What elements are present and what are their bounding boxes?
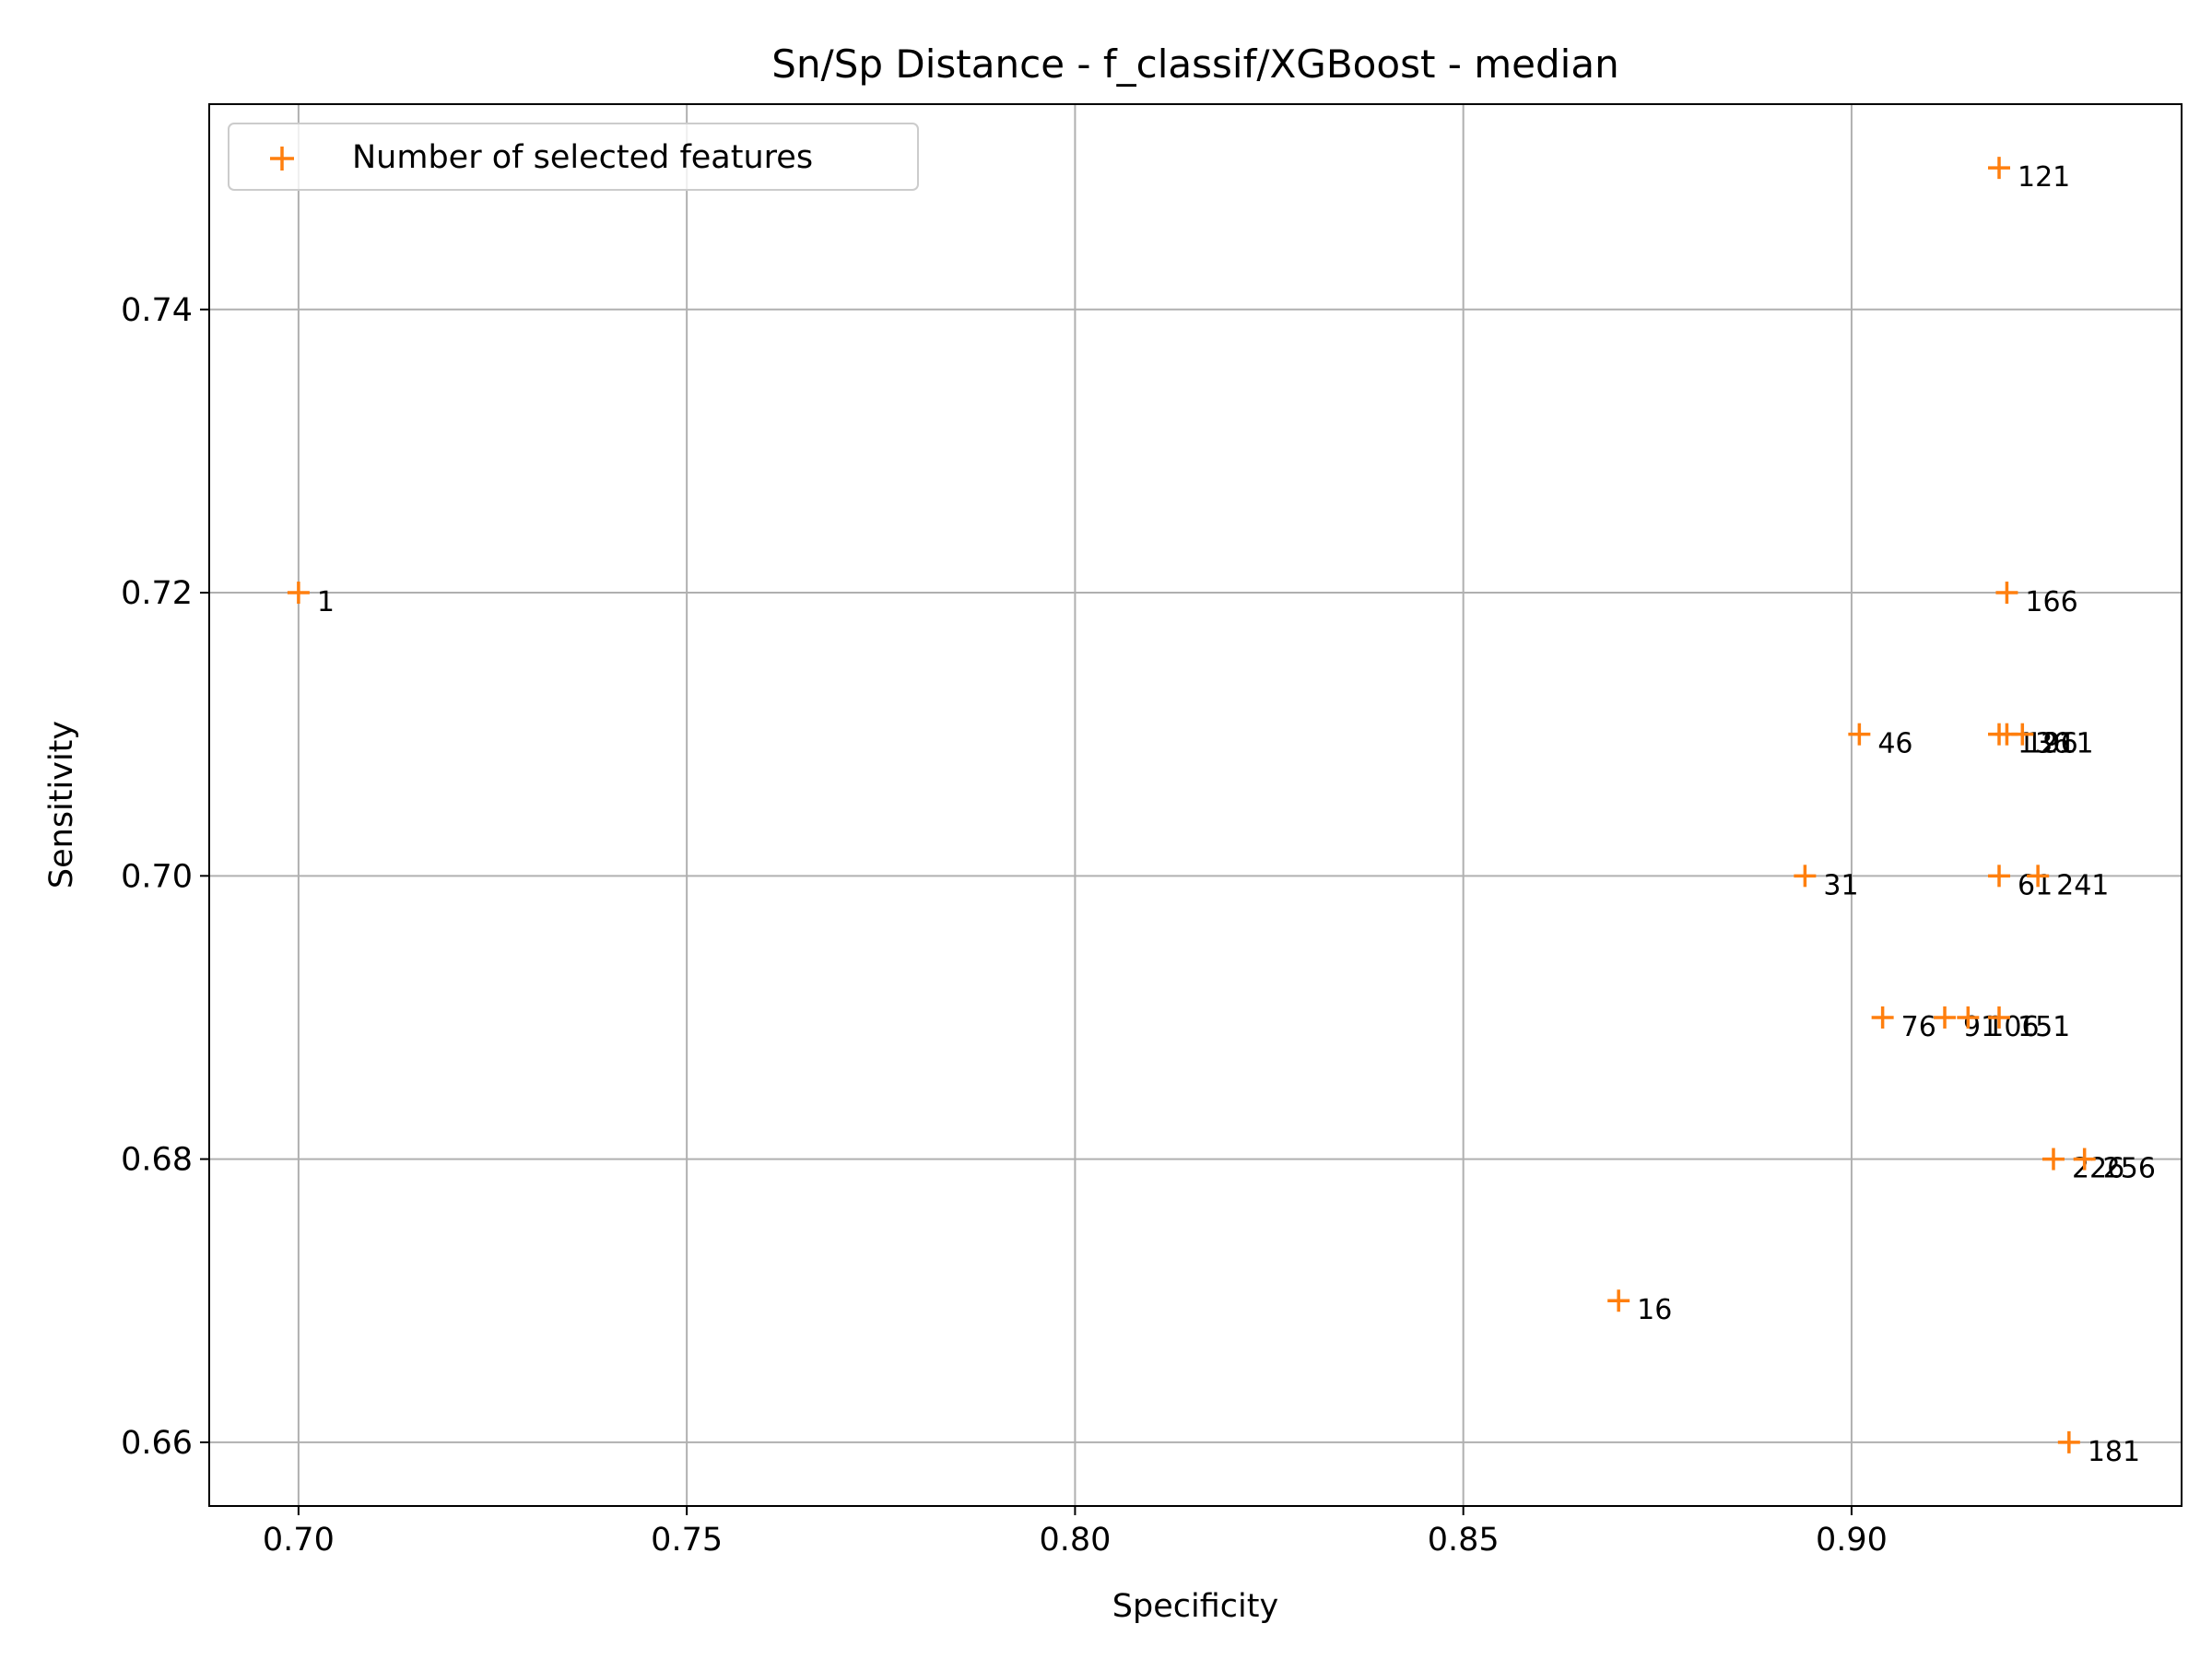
y-axis-label: Sensitivity: [43, 721, 80, 888]
point-label: 46: [1877, 728, 1912, 760]
data-point-plus-marker: [1607, 1289, 1630, 1312]
point-label: 31: [1823, 869, 1858, 901]
data-point-plus-marker: [1995, 582, 2018, 605]
point-label: 256: [2103, 1153, 2156, 1185]
y-tick-label: 0.68: [121, 1142, 193, 1179]
point-label: 76: [1901, 1011, 1936, 1043]
y-tick-label: 0.74: [121, 292, 193, 329]
data-point-plus-marker: [2011, 723, 2034, 746]
legend-marker-plus-icon: [270, 147, 294, 171]
data-point-plus-marker: [2057, 1430, 2080, 1453]
point-label: 241: [2056, 869, 2109, 901]
data-point-plus-marker: [1957, 1006, 1980, 1029]
x-axis-label: Specificity: [1112, 1588, 1278, 1625]
x-tick-label: 0.70: [263, 1522, 335, 1559]
legend-entry-label: Number of selected features: [352, 139, 813, 176]
data-point-plus-marker: [1794, 865, 1817, 888]
point-label: 166: [2025, 586, 2077, 618]
data-point-plus-marker: [1988, 157, 2011, 180]
axis-ticks: 0.70 0.75 0.80 0.85 0.90 0.66 0.68 0.70 0.72 0.74: [121, 292, 1888, 1559]
data-point-plus-marker: [2027, 865, 2050, 888]
data-point-plus-marker: [1871, 1006, 1894, 1029]
legend: Number of selected features: [228, 123, 919, 191]
y-tick-label: 0.66: [121, 1425, 193, 1462]
data-point-plus-marker: [2041, 1147, 2065, 1171]
data-point-plus-marker: [287, 582, 310, 605]
data-point-plus-marker: [1848, 723, 1871, 746]
point-label: 151: [2018, 1011, 2070, 1043]
point-label: 181: [2088, 1436, 2140, 1468]
grid-lines: [209, 104, 2182, 1506]
data-point-plus-marker: [2073, 1147, 2096, 1171]
x-tick-label: 0.80: [1039, 1522, 1111, 1559]
x-tick-label: 0.85: [1428, 1522, 1500, 1559]
plot-frame: [208, 103, 2183, 1507]
point-label: 16: [1637, 1294, 1672, 1326]
data-point-plus-marker: [1988, 865, 2011, 888]
x-tick-label: 0.90: [1816, 1522, 1888, 1559]
point-label: 1: [317, 586, 335, 618]
legend-box: [228, 123, 919, 191]
x-tick-label: 0.75: [651, 1522, 723, 1559]
data-point-plus-marker: [1988, 1006, 2011, 1029]
y-tick-label: 0.72: [121, 575, 193, 612]
y-tick-label: 0.70: [121, 858, 193, 895]
point-label: 196: [2025, 728, 2077, 760]
data-point-plus-marker: [1934, 1006, 1957, 1029]
point-label: 211: [2041, 728, 2093, 760]
chart-title: Sn/Sp Distance - f_classif/XGBoost - med…: [771, 41, 1618, 87]
point-label: 121: [2018, 161, 2070, 194]
